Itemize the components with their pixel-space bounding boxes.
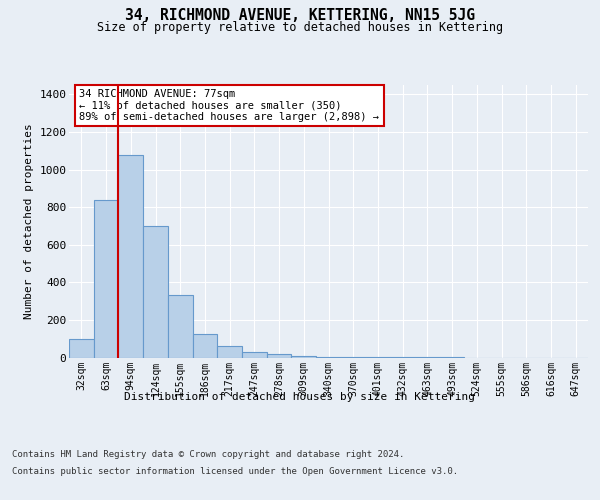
Text: Distribution of detached houses by size in Kettering: Distribution of detached houses by size … <box>125 392 476 402</box>
Text: Size of property relative to detached houses in Kettering: Size of property relative to detached ho… <box>97 21 503 34</box>
Text: 34 RICHMOND AVENUE: 77sqm
← 11% of detached houses are smaller (350)
89% of semi: 34 RICHMOND AVENUE: 77sqm ← 11% of detac… <box>79 89 379 122</box>
Text: Contains public sector information licensed under the Open Government Licence v3: Contains public sector information licen… <box>12 468 458 476</box>
Bar <box>217 346 242 358</box>
Text: 34, RICHMOND AVENUE, KETTERING, NN15 5JG: 34, RICHMOND AVENUE, KETTERING, NN15 5JG <box>125 8 475 22</box>
Bar <box>143 226 168 358</box>
Bar <box>69 338 94 357</box>
Bar <box>118 154 143 358</box>
Bar <box>292 356 316 358</box>
Y-axis label: Number of detached properties: Number of detached properties <box>23 124 34 319</box>
Bar <box>341 357 365 358</box>
Bar <box>267 354 292 358</box>
Bar <box>193 334 217 357</box>
Bar <box>94 200 118 358</box>
Bar <box>242 352 267 358</box>
Bar <box>316 356 341 358</box>
Bar <box>168 294 193 358</box>
Text: Contains HM Land Registry data © Crown copyright and database right 2024.: Contains HM Land Registry data © Crown c… <box>12 450 404 459</box>
